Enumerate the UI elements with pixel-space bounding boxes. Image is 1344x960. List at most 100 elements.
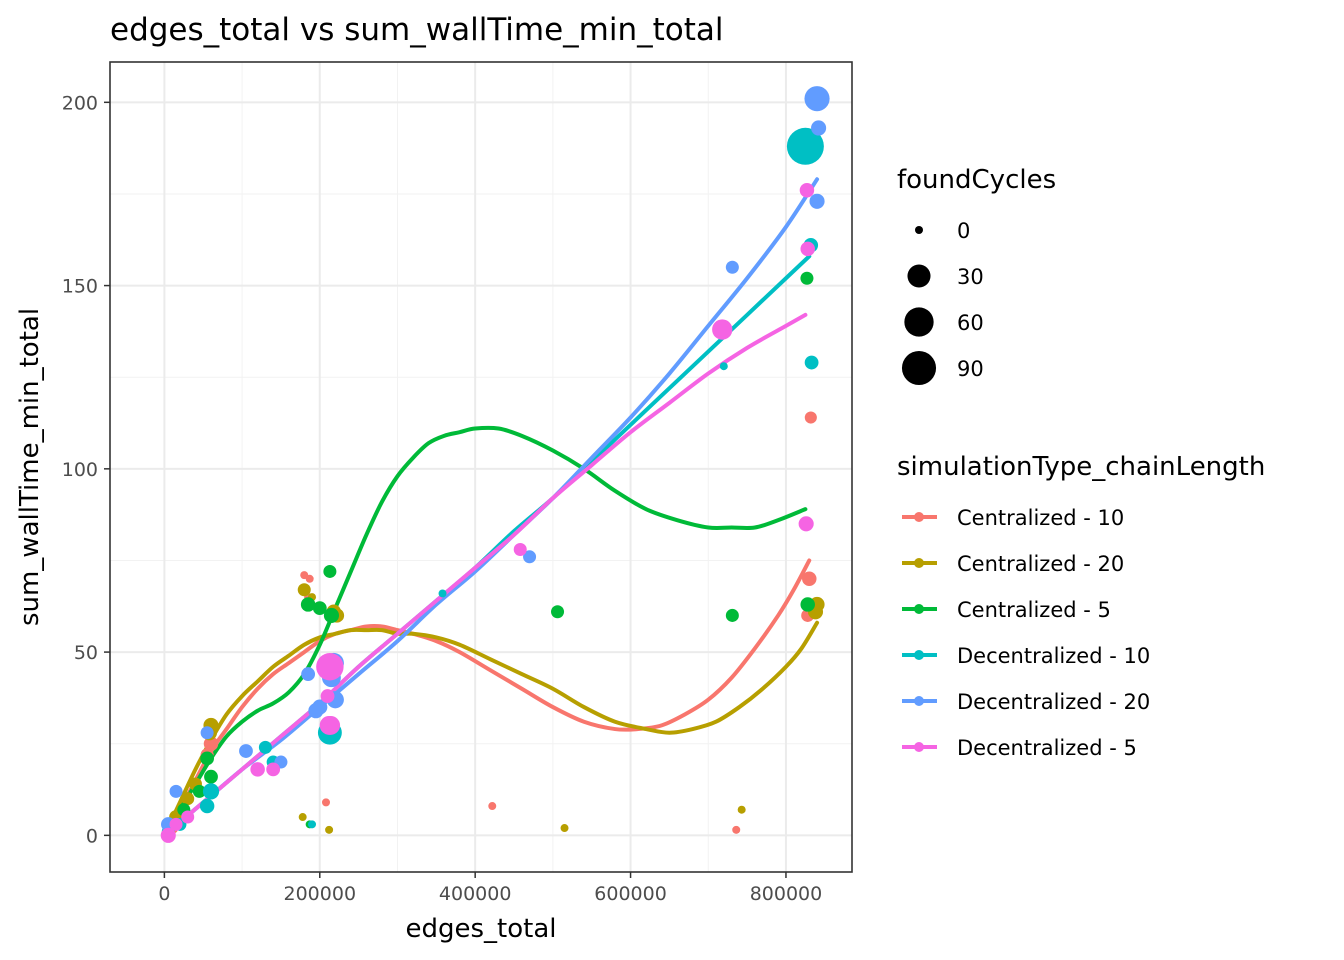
x-tick-label: 200000 [284,883,357,905]
scatter-points [160,86,830,843]
size-legend-entries: 0 30 60 90 [901,219,984,386]
data-point [181,810,195,824]
color-legend-dot [914,696,924,706]
data-point [239,744,253,758]
color-legend-dot [914,742,924,752]
size-legend-label: 60 [957,311,984,335]
trend-line [162,425,808,838]
color-legend-entries: Centralized - 10 Centralized - 20 Centrali… [902,506,1150,760]
data-point [298,813,307,822]
data-point [321,715,341,735]
x-tick-label: 600000 [594,883,667,905]
data-point [802,571,817,587]
x-tick-label: 800000 [750,883,823,905]
data-point [800,241,815,257]
x-tick-label: 0 [158,883,170,905]
data-point [305,574,314,583]
data-point [804,411,817,424]
chart-title: edges_total vs sum_wallTime_min_total [110,12,724,48]
data-point [312,601,327,616]
data-point [323,564,337,578]
data-point [200,726,214,740]
y-tick-label: 200 [62,92,98,114]
data-point [308,703,324,719]
y-axis-title: sum_wallTime_min_total [15,308,45,626]
plot-border [109,61,853,873]
data-point [301,667,316,681]
size-legend-label: 90 [957,357,984,381]
data-point [202,783,220,800]
trend-line [162,620,820,838]
data-point [203,736,219,751]
color-legend-label: Decentralized - 5 [957,736,1137,760]
data-point [181,792,195,806]
data-point [308,820,317,829]
data-point [258,740,272,754]
data-point [320,689,335,703]
data-point [804,355,819,370]
size-legend-label: 30 [957,265,984,289]
plot-background [110,62,852,872]
data-point [809,193,825,209]
trend-line [162,312,808,838]
data-point [199,798,215,814]
data-point [523,550,537,564]
data-point [798,516,814,532]
x-axis-title: edges_total [406,914,557,944]
data-point [200,751,215,766]
size-legend: foundCycles 0 30 60 90 [897,165,1056,386]
size-legend-key [915,226,923,234]
y-tick-label: 100 [62,459,98,481]
size-legend-title: foundCycles [897,165,1056,195]
data-point [551,605,565,619]
data-point [513,542,527,556]
color-legend-dot [914,512,924,522]
data-point [169,784,183,798]
data-point [800,597,815,612]
data-point [160,827,176,843]
data-point [560,824,569,833]
plot-panel [109,61,853,873]
data-point [725,260,739,274]
color-legend-label: Centralized - 10 [957,506,1124,530]
data-point [800,271,814,285]
data-point [786,127,824,165]
data-point [719,362,728,371]
size-legend-key [907,264,931,288]
data-point [192,784,206,798]
data-point [737,805,746,814]
color-legend-label: Decentralized - 10 [957,644,1150,668]
x-tick-label: 400000 [439,883,512,905]
color-legend: simulationType_chainLength Centralized -… [897,452,1265,760]
color-legend-dot [914,604,924,614]
color-legend-label: Decentralized - 20 [957,690,1150,714]
data-point [316,653,344,681]
y-tick-label: 150 [62,276,98,298]
size-legend-key [904,307,934,337]
data-point [488,802,497,811]
size-legend-key [901,350,937,386]
data-point [266,762,281,777]
data-point [323,607,339,623]
data-point [799,183,815,198]
data-point [438,589,447,598]
y-tick-label: 50 [74,642,98,664]
data-point [325,825,334,834]
data-point [300,597,316,612]
y-tick-label: 0 [86,825,98,847]
data-point [804,86,830,112]
size-legend-label: 0 [957,219,970,243]
data-point [712,319,733,340]
data-point [732,825,741,834]
color-legend-label: Centralized - 5 [957,598,1111,622]
data-point [297,583,311,597]
data-point [725,608,739,622]
data-point [204,769,218,784]
color-legend-label: Centralized - 20 [957,552,1124,576]
color-legend-dot [914,650,924,660]
color-legend-dot [914,558,924,568]
y-axis: 0 50 100 150 200 [62,92,110,847]
data-point [250,762,265,777]
x-axis: 0 200000 400000 600000 800000 [158,872,822,905]
